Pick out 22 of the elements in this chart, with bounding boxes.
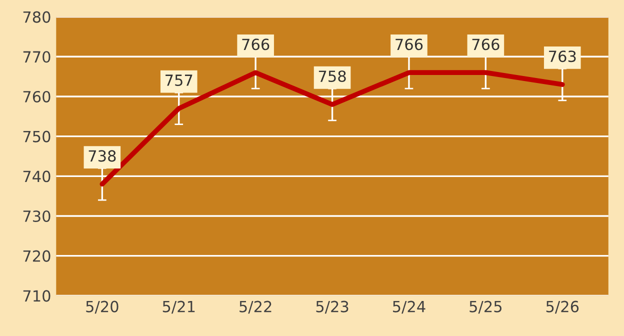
x-tick-label: 5/26 bbox=[546, 300, 579, 314]
y-tick-label: 730 bbox=[23, 210, 50, 222]
data-label: 763 bbox=[549, 50, 576, 62]
x-tick-label: 5/20 bbox=[86, 300, 118, 314]
y-tick-label: 770 bbox=[23, 51, 50, 63]
data-label: 757 bbox=[166, 74, 192, 86]
x-tick-label: 5/22 bbox=[240, 300, 272, 314]
x-tick-label: 5/25 bbox=[470, 300, 502, 314]
y-tick-label: 720 bbox=[23, 250, 50, 262]
data-label: 766 bbox=[396, 38, 423, 50]
data-label: 766 bbox=[472, 38, 500, 50]
data-label: 738 bbox=[88, 150, 116, 162]
y-tick-label: 710 bbox=[23, 290, 50, 302]
x-tick-label: 5/23 bbox=[316, 300, 348, 314]
y-tick-label: 780 bbox=[23, 11, 50, 23]
data-label: 758 bbox=[318, 70, 346, 82]
x-tick-label: 5/21 bbox=[162, 300, 195, 314]
x-tick-label: 5/24 bbox=[393, 300, 426, 314]
y-tick-label: 750 bbox=[23, 130, 50, 142]
y-tick-label: 740 bbox=[23, 170, 50, 182]
y-tick-label: 760 bbox=[23, 90, 50, 102]
data-label: 766 bbox=[242, 38, 270, 50]
